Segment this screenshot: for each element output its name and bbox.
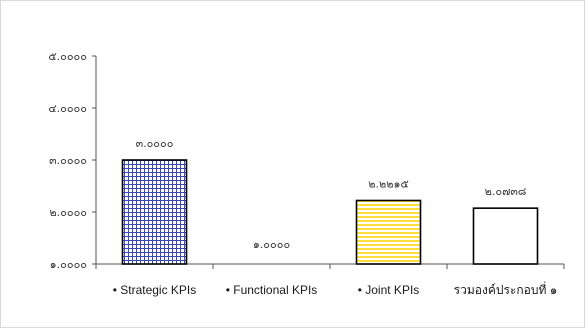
category-label: • Joint KPIs: [358, 283, 420, 297]
bar: [355, 199, 422, 265]
data-label: ๓.๐๐๐๐: [136, 137, 174, 150]
y-tick-label: ๔.๐๐๐๐: [48, 102, 87, 115]
data-label: ๒.๐๗๓๘: [485, 185, 527, 198]
data-label: ๑.๐๐๐๐: [253, 238, 290, 251]
category-label: • Functional KPIs: [226, 283, 318, 297]
y-tick-label: ๒.๐๐๐๐: [49, 206, 87, 219]
y-tick-label: ๕.๐๐๐๐: [48, 50, 87, 63]
y-tick-label: ๓.๐๐๐๐: [49, 154, 87, 167]
bar: [121, 159, 188, 265]
y-tick-label: ๑.๐๐๐๐: [50, 258, 87, 271]
category-label: รวมองค์ประกอบที่ ๑: [454, 281, 558, 297]
bar: [472, 207, 539, 265]
category-label: • Strategic KPIs: [113, 283, 197, 297]
bars: [121, 159, 539, 265]
data-label: ๒.๒๒๑๕: [368, 177, 409, 190]
